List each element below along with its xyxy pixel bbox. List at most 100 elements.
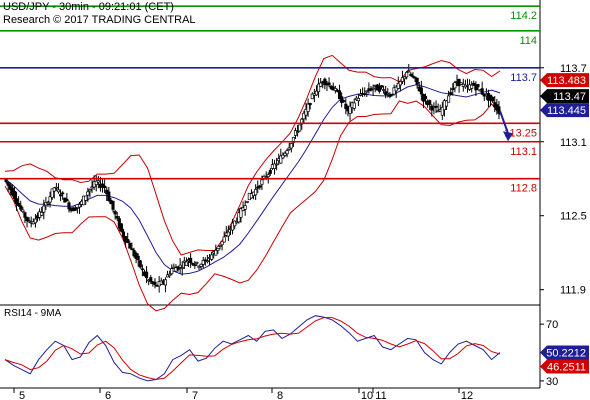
candle-body bbox=[149, 277, 153, 282]
candle-body bbox=[201, 259, 205, 265]
candle-body bbox=[50, 188, 54, 198]
rsi-line bbox=[4, 315, 501, 382]
candle-body bbox=[19, 205, 23, 210]
current-price-value-bg bbox=[540, 89, 589, 104]
candle-body bbox=[480, 88, 484, 95]
candle-body bbox=[77, 204, 82, 208]
candle-body bbox=[302, 112, 306, 120]
chart-copyright: Research © 2017 TRADING CENTRAL bbox=[3, 14, 196, 26]
candle-body bbox=[111, 200, 115, 210]
candle-body bbox=[100, 183, 105, 188]
candle-body bbox=[470, 84, 474, 89]
candle-body bbox=[233, 220, 237, 227]
rsi-title: RSI14 - 9MA bbox=[4, 308, 62, 319]
candle-body bbox=[440, 107, 444, 116]
candle-body bbox=[67, 202, 71, 210]
candle-body bbox=[289, 143, 293, 149]
candle-body bbox=[40, 212, 44, 216]
candle-body bbox=[272, 163, 277, 169]
grid bbox=[0, 0, 541, 389]
rsi-value: 50.2212 bbox=[546, 348, 586, 360]
candle-body bbox=[365, 90, 369, 93]
candle-body bbox=[86, 191, 90, 196]
candle-body bbox=[411, 75, 415, 78]
candle-body bbox=[113, 211, 117, 215]
time-tick-label: 12 bbox=[461, 390, 473, 400]
candle-body bbox=[216, 248, 220, 251]
candle-body bbox=[268, 170, 272, 174]
candle-body bbox=[245, 201, 249, 203]
candle-body bbox=[279, 155, 283, 164]
time-tick-label: 10 bbox=[361, 390, 373, 400]
candle-body bbox=[189, 257, 193, 263]
candle-body bbox=[356, 97, 360, 102]
candle-body bbox=[21, 209, 25, 212]
candle-body bbox=[285, 150, 289, 155]
time-tick-label: 5 bbox=[19, 390, 25, 400]
price-markers: 113.483 113.47 113.445 50.2212 46.2511 bbox=[540, 73, 589, 374]
candle-body bbox=[220, 240, 224, 246]
rsi-tick-label: 70 bbox=[546, 319, 558, 331]
candle-body bbox=[23, 212, 27, 218]
candle-body bbox=[243, 205, 247, 210]
candle-body bbox=[430, 105, 434, 111]
candle-body bbox=[176, 266, 180, 270]
candle-body bbox=[449, 92, 453, 95]
candle-body bbox=[48, 196, 52, 203]
candle-body bbox=[352, 102, 356, 109]
level-label: 112.8 bbox=[510, 183, 537, 195]
candle-body bbox=[8, 184, 12, 190]
candle-body bbox=[226, 231, 230, 237]
candle-body bbox=[281, 154, 285, 159]
candle-body bbox=[73, 207, 77, 211]
candle-body bbox=[84, 195, 88, 201]
candle-body bbox=[33, 218, 37, 224]
candle-body bbox=[388, 94, 392, 97]
candle-body bbox=[423, 95, 428, 100]
candle-body bbox=[405, 72, 409, 78]
candle-body bbox=[178, 264, 182, 268]
candle-body bbox=[218, 245, 222, 247]
candle-body bbox=[195, 261, 199, 264]
candle-body bbox=[340, 96, 344, 103]
candle-body bbox=[258, 185, 262, 188]
candle-body bbox=[191, 263, 195, 265]
candle-body bbox=[419, 87, 423, 95]
candle-body bbox=[491, 96, 495, 102]
candle-body bbox=[444, 100, 449, 107]
candle-body bbox=[453, 82, 457, 89]
rsi-tick-label: 30 bbox=[546, 376, 558, 388]
candle-body bbox=[333, 88, 337, 91]
candle-body bbox=[119, 223, 123, 232]
candle-body bbox=[306, 103, 310, 112]
forecast-arrow-head bbox=[503, 131, 513, 142]
candle-body bbox=[260, 179, 264, 185]
level-label: 113.7 bbox=[510, 72, 537, 84]
candle-body bbox=[434, 105, 438, 108]
candle-body bbox=[409, 73, 413, 76]
candle-body bbox=[314, 90, 319, 96]
candle-body bbox=[459, 82, 463, 85]
rsi-ma-value: 46.2511 bbox=[547, 362, 586, 374]
candle-body bbox=[52, 187, 56, 192]
candle-body bbox=[304, 109, 308, 116]
price-tick-label: 112.5 bbox=[560, 211, 587, 223]
candle-body bbox=[371, 87, 375, 90]
candle-body bbox=[323, 78, 327, 86]
candle-body bbox=[96, 180, 100, 183]
candle-body bbox=[342, 100, 346, 102]
time-axis: 5 6 7 8 10 11 12 bbox=[13, 388, 473, 400]
candle-body bbox=[27, 220, 31, 223]
candle-body bbox=[126, 239, 130, 243]
candle-body bbox=[451, 88, 455, 90]
candle-body bbox=[75, 206, 79, 209]
rsi-value-bg bbox=[540, 345, 589, 360]
candle-body bbox=[205, 260, 209, 263]
candle-body bbox=[319, 82, 323, 87]
candle-body bbox=[203, 259, 207, 262]
candle-body bbox=[222, 236, 226, 243]
candle-body bbox=[138, 260, 142, 268]
rsi-ma-line bbox=[4, 317, 501, 381]
level-label: 114 bbox=[519, 35, 537, 47]
